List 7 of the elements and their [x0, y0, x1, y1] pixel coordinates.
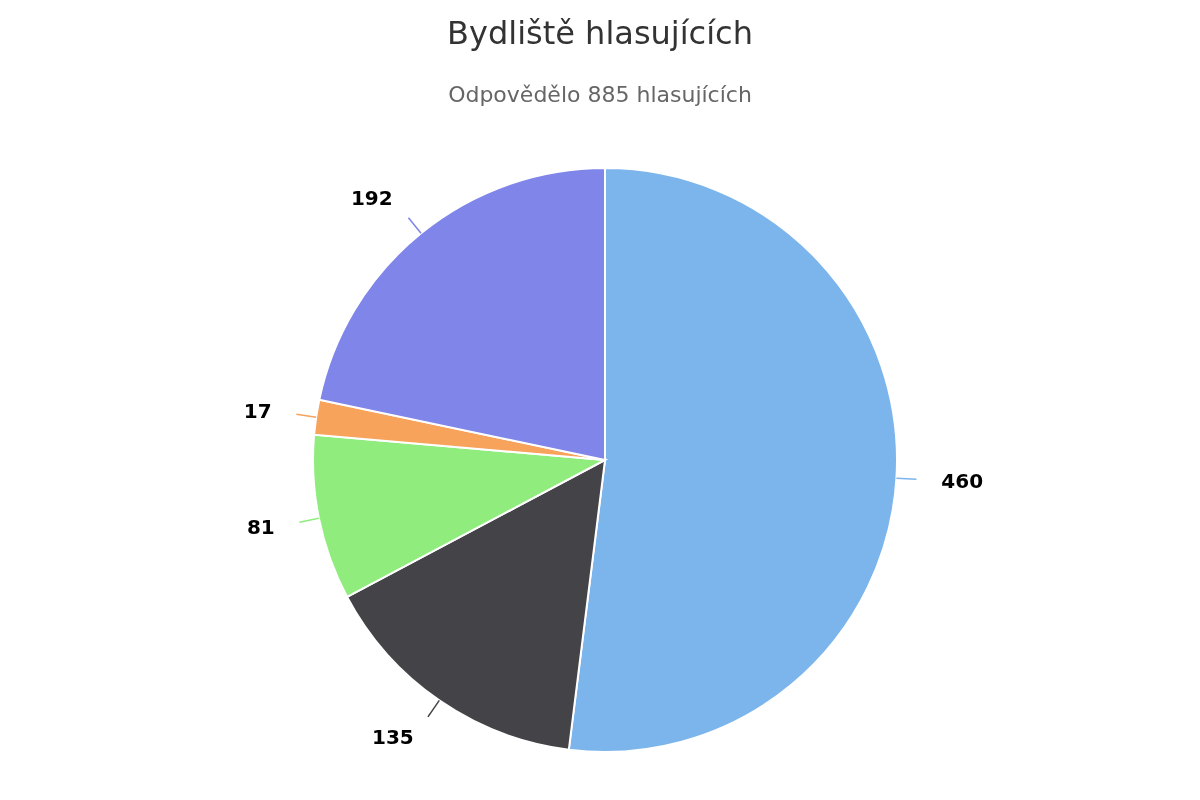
data-label: 135 [372, 725, 414, 750]
chart-subtitle: Odpovědělo 885 hlasujících [447, 82, 753, 107]
data-label: 17 [243, 398, 272, 423]
chart-title: Bydliště hlasujících [446, 14, 754, 52]
data-label: 192 [350, 186, 393, 211]
data-label: 81 [246, 515, 275, 540]
data-label: 460 [941, 468, 984, 493]
